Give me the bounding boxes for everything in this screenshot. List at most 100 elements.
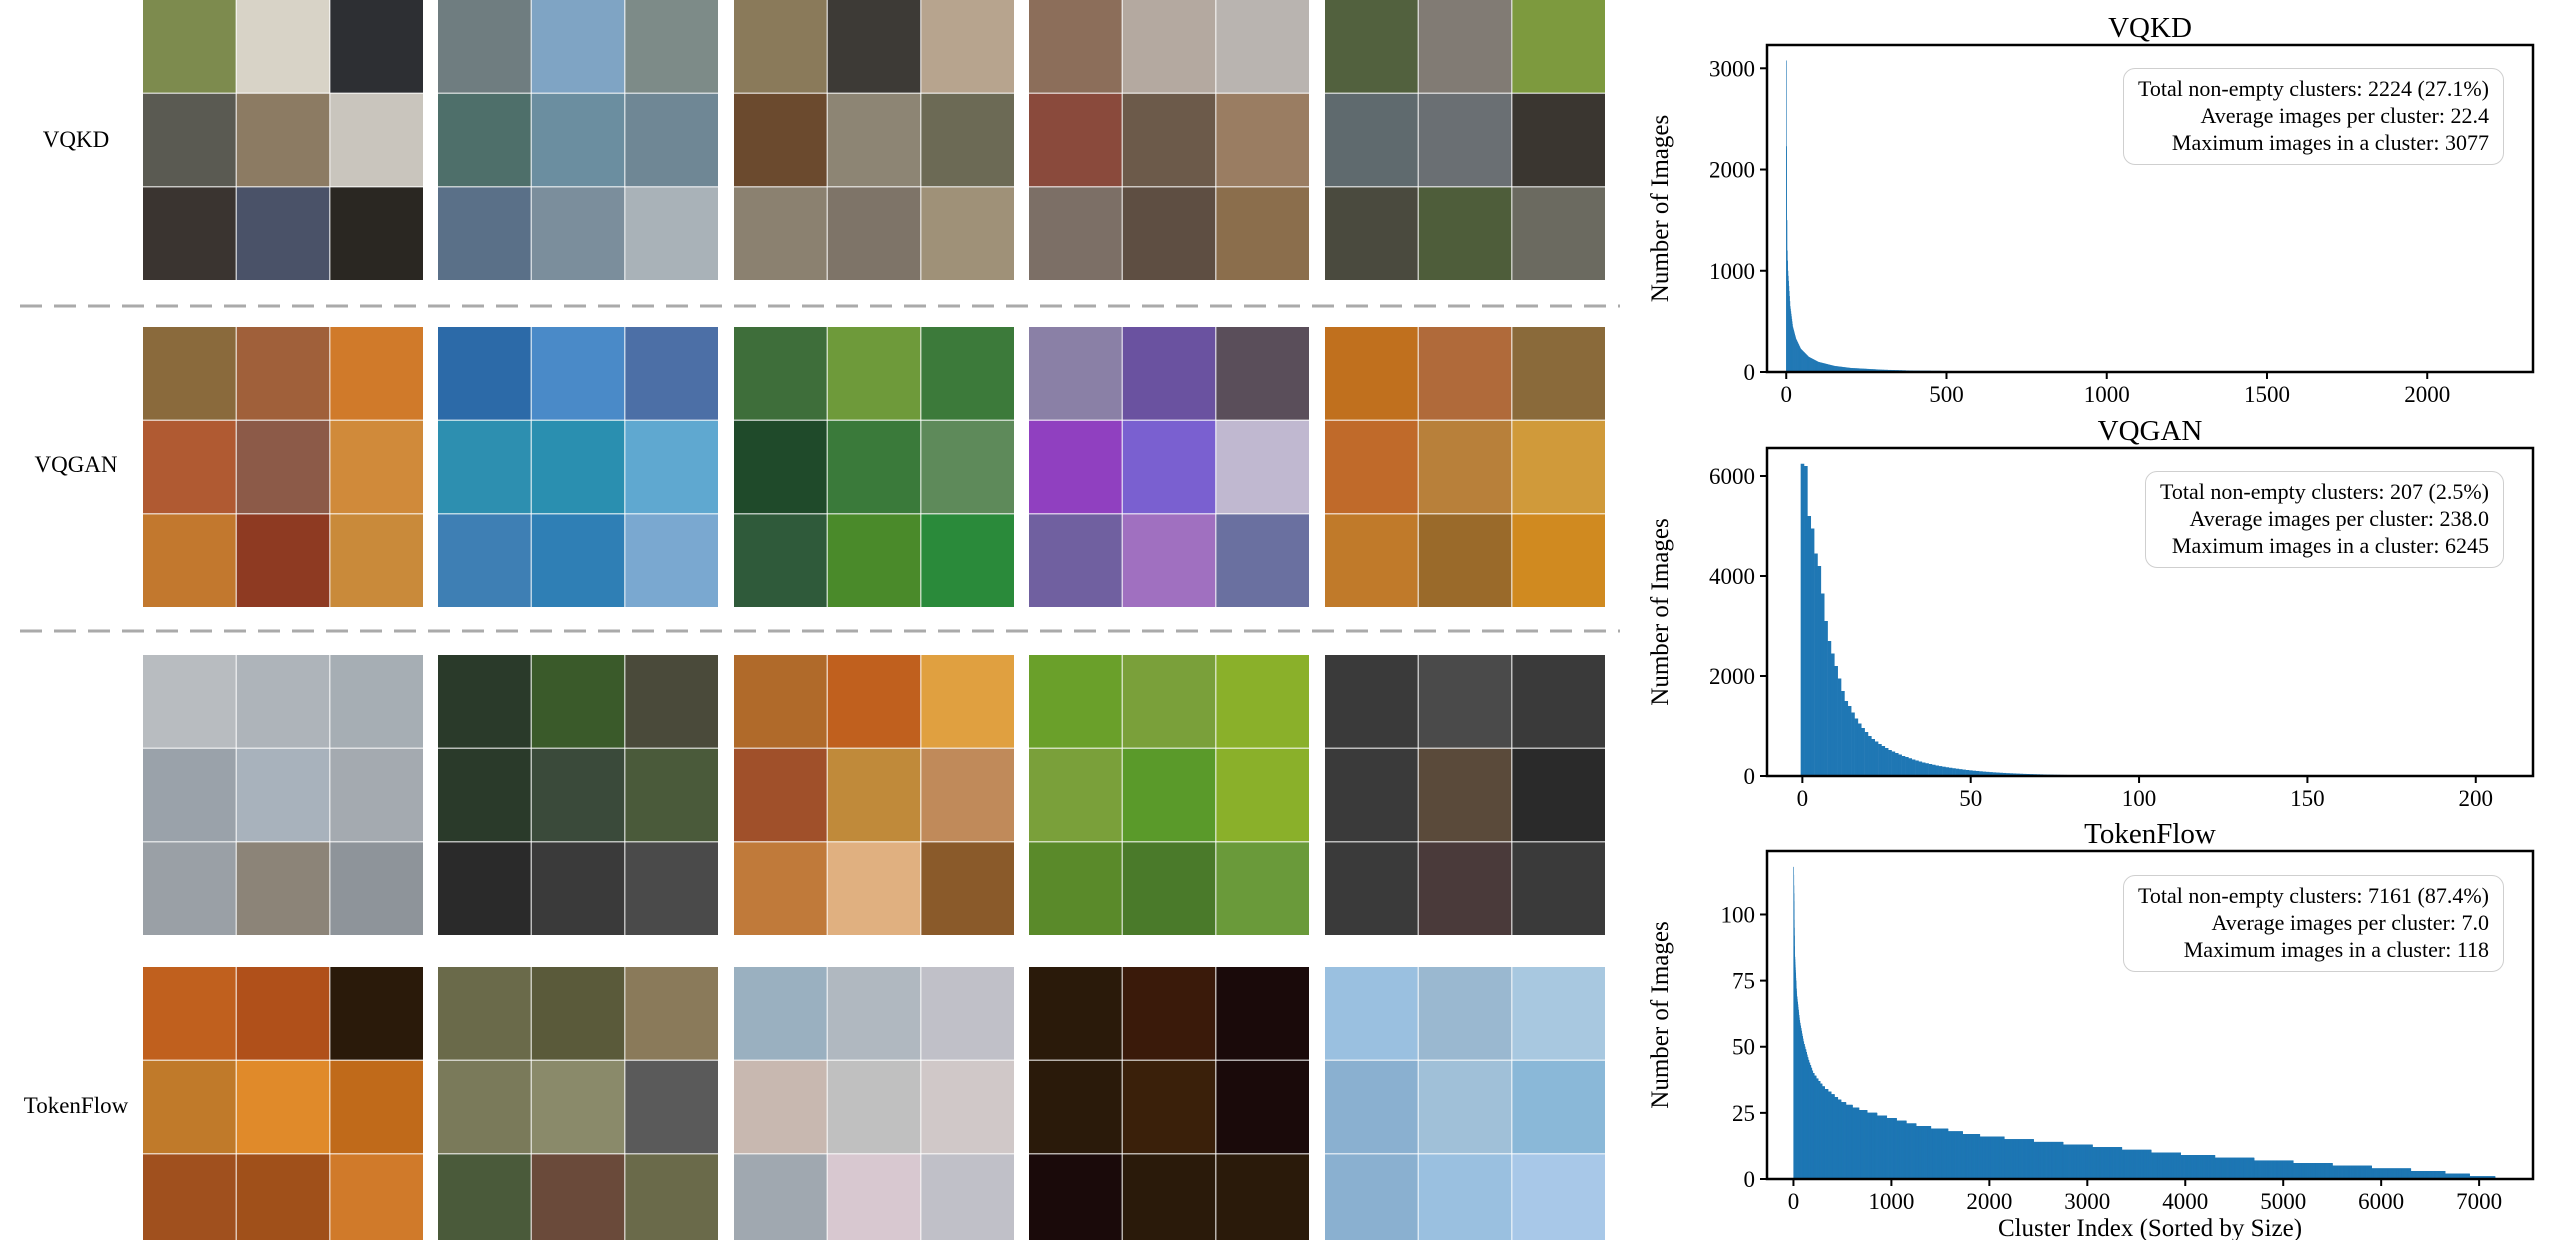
- thumbnail-image: [921, 1154, 1014, 1240]
- vqgan-bar: [1834, 666, 1838, 776]
- thumbnail-image: [1122, 1060, 1216, 1154]
- thumbnail-image: [1216, 1060, 1309, 1154]
- thumbnail-grid: [1325, 967, 1605, 1240]
- vqkd-bar: [1840, 366, 1841, 372]
- thumbnail-image: [438, 93, 531, 187]
- vqkd-bar: [1817, 361, 1819, 372]
- vqkd-bar: [1874, 369, 1875, 372]
- vqkd-bar: [1790, 313, 1792, 372]
- vqkd-bar: [1817, 361, 1819, 372]
- thumbnail-image: [531, 327, 625, 420]
- thumbnail-image: [236, 748, 330, 842]
- vqkd-bar: [1852, 368, 1853, 372]
- thumbnail-image: [438, 1060, 531, 1154]
- vqkd-bar: [1816, 360, 1817, 372]
- vqkd-bar: [1810, 357, 1812, 372]
- vqgan-bar: [1915, 760, 1919, 776]
- thumbnail-image: [1216, 1154, 1309, 1240]
- vqkd-bar: [1842, 367, 1844, 372]
- vqgan-bar: [2012, 773, 2017, 776]
- thumbnail-image: [143, 327, 236, 420]
- vqkd-bar: [1817, 361, 1818, 372]
- vqkd-xtick-label: 0: [1780, 382, 1792, 407]
- thumbnail-image: [1512, 327, 1605, 420]
- vqgan-bar: [1854, 718, 1859, 776]
- thumbnail-image: [1512, 514, 1605, 607]
- vqgan-bar: [1864, 732, 1869, 776]
- vqkd-bar: [1792, 327, 1794, 372]
- vqgan-bar: [1948, 767, 1953, 776]
- thumbnail-image: [1216, 0, 1309, 93]
- thumbnail-image: [143, 187, 236, 280]
- thumbnail-image: [143, 655, 236, 748]
- thumbnail-image: [921, 327, 1014, 420]
- vqkd-bar: [1803, 351, 1805, 372]
- vqkd-chart-title: VQKD: [2108, 12, 2192, 44]
- thumbnail-image: [734, 842, 827, 935]
- vqgan-bar: [1958, 769, 1963, 776]
- vqkd-bar: [1839, 366, 1841, 372]
- vqgan-bar: [1962, 769, 1966, 776]
- vqkd-bar: [1797, 341, 1798, 372]
- vqkd-bar: [1795, 336, 1796, 372]
- vqkd-bar: [1816, 361, 1818, 372]
- thumbnail-grid: [734, 655, 1014, 935]
- thumbnail-image: [1325, 93, 1418, 187]
- vqgan-bar: [1911, 759, 1916, 776]
- tokenflow-chart: 0 1000 2000 3000 4000 5000 6000 70000255075100T…: [1647, 818, 2535, 1240]
- vqkd-bar: [1835, 366, 1837, 372]
- thumbnail-image: [1216, 748, 1309, 842]
- vqkd-bar: [1807, 355, 1808, 372]
- thumbnail-image: [438, 1154, 531, 1240]
- thumbnail-grid: [438, 967, 718, 1240]
- vqkd-bar: [1827, 364, 1828, 372]
- vqkd-bar: [1876, 369, 1877, 372]
- vqkd-bar: [1789, 306, 1791, 372]
- thumbnail-grid: [143, 655, 423, 935]
- vqkd-bar: [1806, 354, 1807, 372]
- vqkd-bar: [1860, 368, 1862, 372]
- thumbnail-image: [1216, 93, 1309, 187]
- thumbnail-image: [734, 514, 827, 607]
- vqgan-bar: [1901, 756, 1906, 776]
- vqkd-bar: [1818, 361, 1819, 372]
- thumbnail-image: [236, 420, 330, 514]
- vqkd-bar: [1874, 369, 1876, 372]
- vqgan-bar: [1938, 766, 1943, 776]
- thumbnail-image: [531, 420, 625, 514]
- thumbnail-image: [438, 655, 531, 748]
- vqgan-bar: [1925, 763, 1929, 776]
- vqgan-bar: [2006, 773, 2010, 776]
- vqkd-bar: [1805, 353, 1807, 372]
- vqkd-bar: [1821, 362, 1822, 372]
- thumbnail-image: [1029, 93, 1122, 187]
- vqkd-bar: [1811, 358, 1813, 372]
- vqkd-bar: [1845, 367, 1846, 372]
- vqkd-bar: [1800, 348, 1802, 372]
- vqkd-bar: [1837, 366, 1839, 372]
- vqkd-bar: [1828, 364, 1829, 372]
- vqkd-bar: [1804, 352, 1805, 372]
- thumbnail-image: [1325, 842, 1418, 935]
- thumbnail-image: [1418, 187, 1512, 280]
- vqkd-bar: [1869, 369, 1871, 372]
- vqkd-bar: [1791, 321, 1793, 372]
- vqkd-bar: [1862, 368, 1864, 372]
- thumbnail-image: [330, 967, 423, 1060]
- vqkd-bar: [1786, 220, 1788, 372]
- vqkd-bar: [1804, 353, 1806, 372]
- vqgan-bar: [1928, 764, 1933, 776]
- vqkd-bar: [1836, 366, 1838, 372]
- vqkd-bar: [1836, 366, 1837, 372]
- thumbnail-image: [330, 420, 423, 514]
- vqkd-bar: [1799, 345, 1800, 372]
- vqgan-bar: [1844, 701, 1849, 776]
- thumbnail-image: [921, 748, 1014, 842]
- thumbnail-image: [330, 187, 423, 280]
- vqkd-bar: [1845, 367, 1847, 372]
- vqgan-bar: [1871, 739, 1875, 776]
- vqkd-bar: [1821, 362, 1823, 372]
- vqgan-bar: [1985, 771, 1990, 776]
- vqkd-bar: [1834, 365, 1835, 372]
- thumbnail-image: [921, 655, 1014, 748]
